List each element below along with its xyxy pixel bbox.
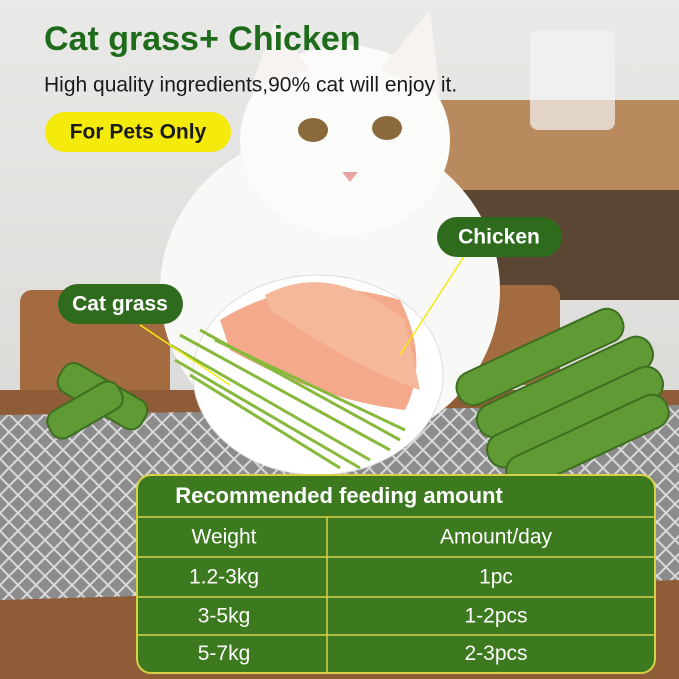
callout <box>437 217 562 257</box>
cat-ear <box>250 20 310 90</box>
table-cell: 2-3pcs <box>464 642 527 665</box>
callout <box>58 284 183 324</box>
chicken <box>265 282 420 390</box>
cat-nose <box>342 172 358 182</box>
callout-text: Cat grass <box>72 293 168 316</box>
table-cell: 5-7kg <box>198 642 251 665</box>
cat-ear <box>380 10 440 95</box>
callout-text: Chicken <box>458 226 540 249</box>
grass-sticks <box>46 307 670 490</box>
callout-line <box>139 324 231 386</box>
title: Cat grass+ Chicken <box>44 20 361 58</box>
badge-text: For Pets Only <box>70 121 207 144</box>
table-cell: 1-2pcs <box>464 605 527 628</box>
callout-line <box>399 254 466 356</box>
table-title: Recommended feeding amount <box>175 483 503 508</box>
table-cell: 1.2-3kg <box>189 566 259 589</box>
glass <box>530 30 615 130</box>
table-cell: 1pc <box>479 566 513 589</box>
table-cell: 3-5kg <box>198 605 251 628</box>
cat-eye <box>298 118 328 142</box>
subtitle: High quality ingredients,90% cat will en… <box>44 74 457 97</box>
cat-eye <box>372 116 402 140</box>
badge <box>45 112 231 152</box>
feeding-table: Recommended feeding amount Weight Amount/… <box>136 474 656 674</box>
grass <box>169 328 406 470</box>
cat-head <box>240 45 450 235</box>
column-header: Weight <box>192 526 257 549</box>
table-box <box>136 474 656 674</box>
column-header: Amount/day <box>440 526 553 549</box>
